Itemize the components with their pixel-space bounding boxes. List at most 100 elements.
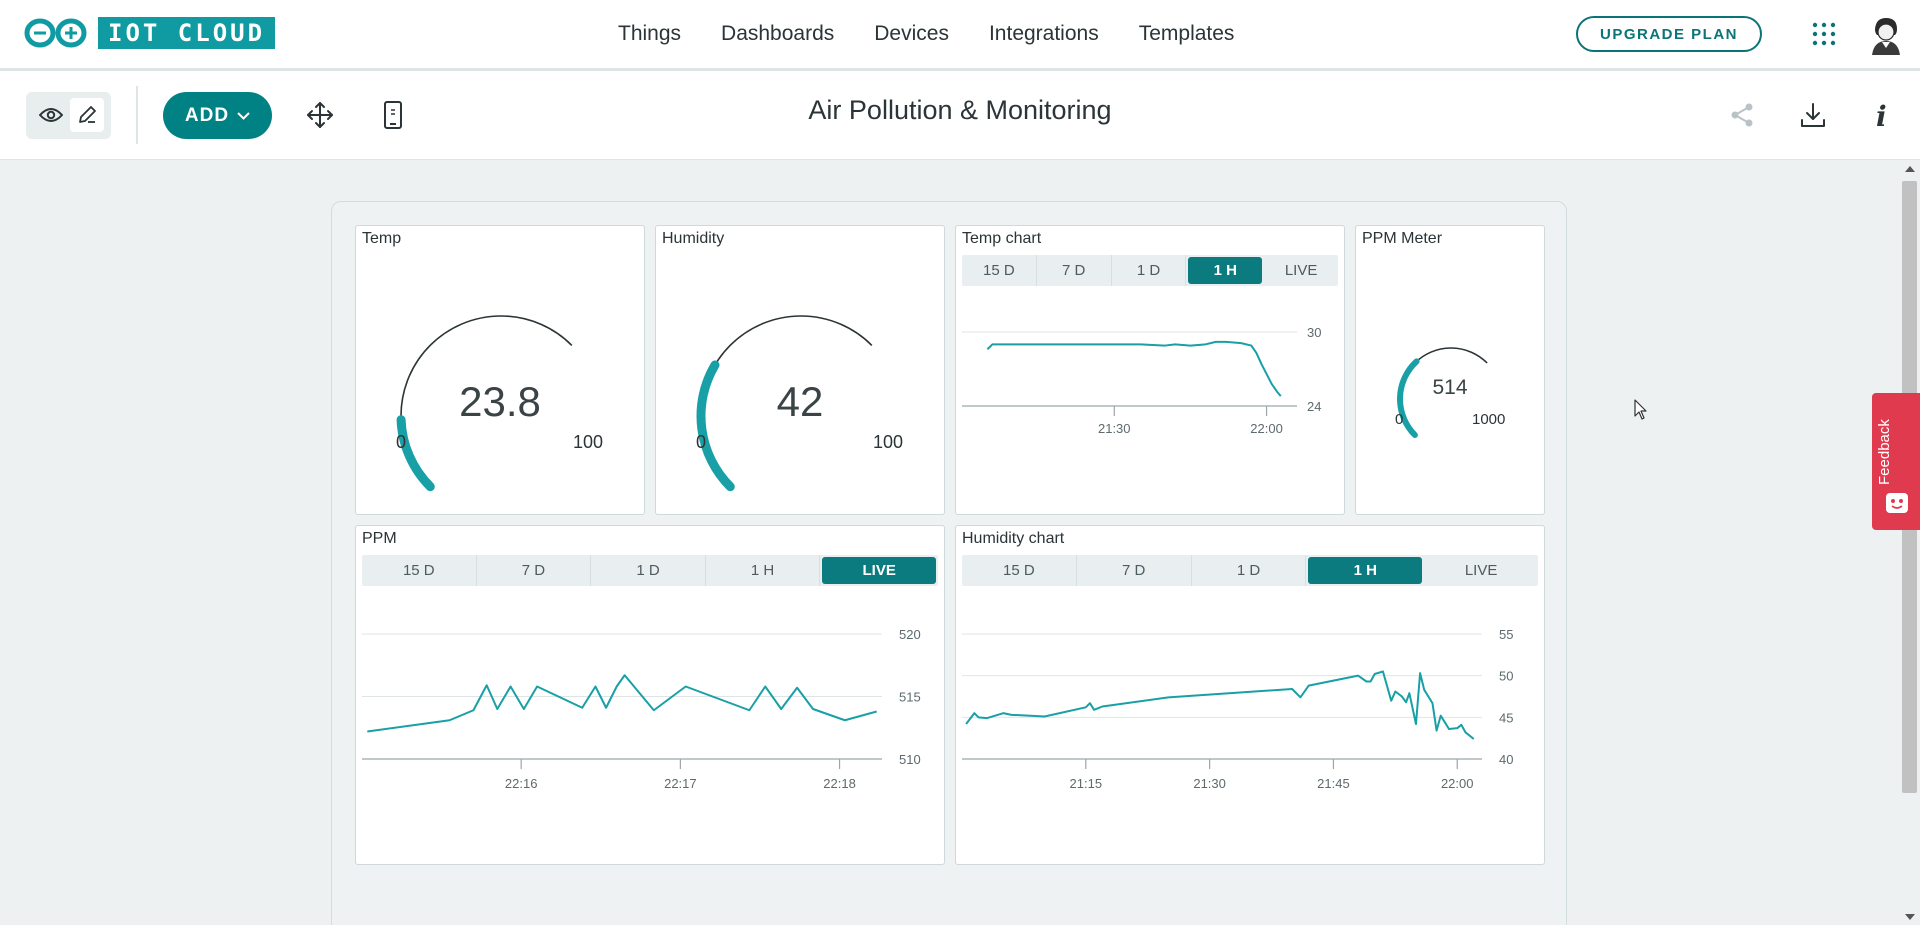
range-7d[interactable]: 7 D	[477, 555, 592, 586]
gauge-min: 0	[1395, 411, 1404, 428]
ppm-meter-widget[interactable]: PPM Meter 514 0 1000	[1355, 225, 1545, 515]
range-1d[interactable]: 1 D	[1192, 555, 1307, 586]
apps-grid-icon[interactable]	[1812, 22, 1836, 46]
dashboard-title[interactable]: Air Pollution & Monitoring	[808, 95, 1112, 125]
range-1h[interactable]: 1 H	[1188, 257, 1263, 284]
gauge-max: 100	[873, 432, 904, 452]
y-tick-label: 45	[1499, 710, 1513, 725]
range-live[interactable]: LIVE	[822, 557, 936, 584]
toolbar-divider	[136, 86, 138, 144]
gauge-fill	[1397, 358, 1420, 439]
feedback-face-icon	[1886, 493, 1908, 513]
pencil-icon	[79, 106, 96, 123]
widget-title: Temp chart	[962, 230, 1042, 247]
arduino-logo-icon	[24, 18, 87, 48]
nav-dashboards[interactable]: Dashboards	[721, 22, 835, 45]
scroll-down-arrow[interactable]	[1905, 914, 1915, 920]
eye-icon	[39, 108, 63, 122]
feedback-label: Feedback	[1876, 419, 1893, 485]
y-tick-label: 55	[1499, 627, 1513, 642]
range-1d[interactable]: 1 D	[1112, 255, 1187, 286]
temp-gauge-arc	[396, 315, 573, 492]
mouse-cursor-icon	[1634, 399, 1647, 420]
gauge-fill	[396, 415, 435, 492]
gauge-max: 100	[573, 432, 604, 452]
chevron-down-icon	[237, 111, 250, 120]
view-edit-toggle	[26, 92, 111, 139]
view-mode-button[interactable]	[34, 98, 68, 132]
widget-title: Humidity chart	[962, 530, 1065, 547]
humidity-gauge-widget[interactable]: Humidity 42 0 100	[655, 225, 945, 515]
arrange-move-icon[interactable]	[306, 101, 334, 129]
temp-line-chart: 24 30 21:30 22:00	[962, 325, 1321, 436]
range-15d[interactable]: 15 D	[962, 555, 1077, 586]
top-navigation: IOT CLOUD Things Dashboards Devices Inte…	[0, 0, 1920, 71]
widget-title: PPM	[362, 530, 397, 547]
y-tick-label: 50	[1499, 669, 1513, 684]
gauge-fill	[696, 360, 735, 492]
ppm-meter-arc	[1397, 347, 1488, 439]
add-label: ADD	[184, 104, 230, 126]
page-scrollbar[interactable]	[1900, 161, 1920, 925]
series-line	[367, 674, 877, 733]
feedback-tab[interactable]: Feedback	[1872, 393, 1920, 530]
range-15d[interactable]: 15 D	[962, 255, 1037, 286]
gauge-min: 0	[696, 432, 707, 452]
range-1h[interactable]: 1 H	[1308, 557, 1423, 584]
nav-templates[interactable]: Templates	[1138, 22, 1235, 45]
humidity-gauge-arc	[696, 315, 873, 492]
avatar[interactable]	[1866, 15, 1906, 55]
widget-title: PPM Meter	[1362, 230, 1443, 247]
dashboard-canvas: Temp 23.8 0 100 Humidity 42 0 100 Temp c…	[331, 201, 1567, 925]
y-tick-label: 520	[899, 627, 921, 642]
gauge-max: 1000	[1472, 411, 1506, 428]
widget-title: Temp	[362, 230, 402, 247]
download-icon[interactable]	[1800, 102, 1826, 128]
x-tick-label: 21:45	[1317, 776, 1350, 791]
edit-mode-button[interactable]	[70, 98, 104, 132]
y-tick-label: 30	[1307, 325, 1321, 340]
y-tick-label: 40	[1499, 752, 1513, 767]
range-7d[interactable]: 7 D	[1037, 255, 1112, 286]
x-tick-label: 21:15	[1070, 776, 1103, 791]
range-15d[interactable]: 15 D	[362, 555, 477, 586]
nav-devices[interactable]: Devices	[874, 22, 949, 45]
iot-cloud-logo[interactable]: IOT CLOUD	[24, 17, 276, 49]
x-tick-label: 22:00	[1250, 421, 1283, 436]
gauge-min: 0	[396, 432, 407, 452]
logo-text: IOT CLOUD	[98, 17, 276, 49]
scroll-up-arrow[interactable]	[1905, 166, 1915, 172]
info-icon[interactable]: i	[1876, 100, 1887, 133]
widget-title: Humidity	[662, 230, 725, 247]
x-tick-label: 22:00	[1441, 776, 1474, 791]
nav-things[interactable]: Things	[618, 22, 682, 45]
mobile-view-icon[interactable]	[383, 101, 403, 129]
nav-integrations[interactable]: Integrations	[988, 22, 1099, 45]
temp-gauge-widget[interactable]: Temp 23.8 0 100	[355, 225, 645, 515]
series-line	[986, 340, 1282, 397]
x-tick-label: 21:30	[1193, 776, 1226, 791]
y-tick-label: 24	[1307, 399, 1321, 414]
share-icon[interactable]	[1730, 103, 1754, 127]
gauge-value: 42	[776, 378, 824, 425]
range-1d[interactable]: 1 D	[591, 555, 706, 586]
range-7d[interactable]: 7 D	[1077, 555, 1192, 586]
gauge-value: 514	[1432, 376, 1468, 399]
x-tick-label: 22:16	[505, 776, 538, 791]
range-live[interactable]: LIVE	[1284, 262, 1318, 279]
humidity-line-chart: 40 45 50 55 21:15 21:30 21:45 22:00	[962, 627, 1513, 791]
x-tick-label: 22:17	[664, 776, 697, 791]
add-widget-button[interactable]: ADD	[163, 92, 272, 139]
range-1h[interactable]: 1 H	[706, 555, 821, 586]
upgrade-plan-button[interactable]: UPGRADE PLAN	[1576, 16, 1762, 52]
y-tick-label: 510	[899, 752, 921, 767]
dashboard-toolbar: ADD Air Pollution & Monitoring i	[0, 71, 1920, 160]
gauge-value: 23.8	[459, 378, 541, 425]
range-live[interactable]: LIVE	[1464, 562, 1498, 579]
